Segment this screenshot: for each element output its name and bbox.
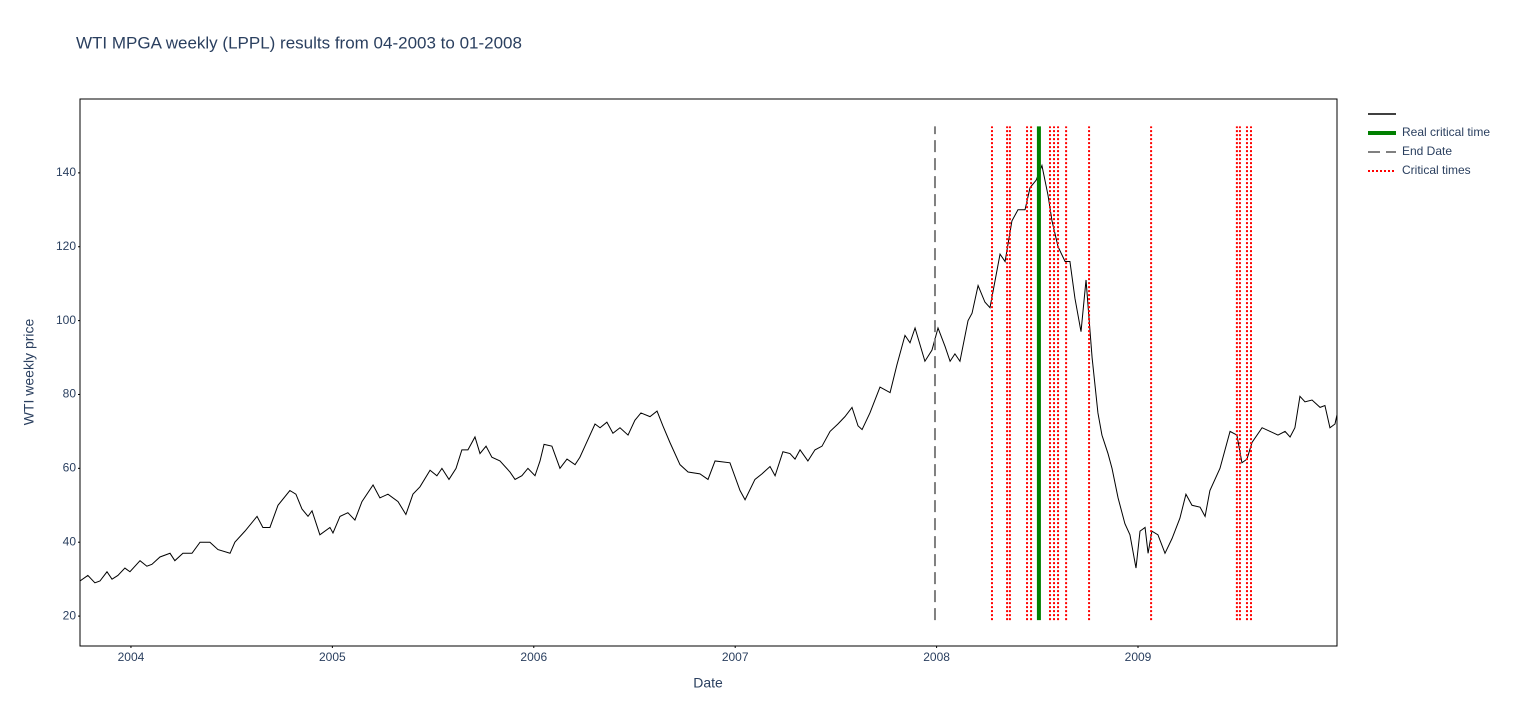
x-tick-label: 2004 [118, 650, 145, 664]
price-line [80, 163, 1337, 584]
legend-label: Critical times [1402, 163, 1471, 177]
y-tick-label: 40 [63, 534, 77, 548]
x-tick-label: 2005 [319, 650, 346, 664]
x-tick-label: 2009 [1125, 650, 1152, 664]
legend-label: End Date [1402, 144, 1452, 158]
x-tick-label: 2008 [923, 650, 950, 664]
y-tick-label: 120 [56, 239, 76, 253]
x-axis-label: Date [693, 675, 723, 691]
x-tick-label: 2007 [722, 650, 749, 664]
y-tick-label: 140 [56, 165, 76, 179]
y-tick-label: 20 [63, 608, 77, 622]
y-tick-label: 80 [63, 387, 77, 401]
legend-label: Real critical time [1402, 125, 1490, 139]
chart-title: WTI MPGA weekly (LPPL) results from 04-2… [76, 33, 522, 52]
x-tick-label: 2006 [520, 650, 547, 664]
y-tick-label: 100 [56, 313, 76, 327]
y-axis-label: WTI weekly price [21, 319, 37, 426]
plot-area [80, 126, 1337, 621]
y-tick-label: 60 [63, 461, 77, 475]
plot-frame [79, 98, 1338, 647]
